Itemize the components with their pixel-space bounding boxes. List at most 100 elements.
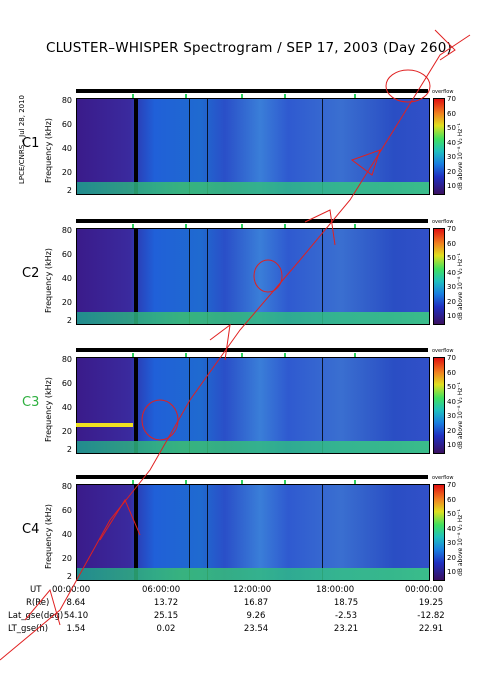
y-tick: 80	[61, 96, 72, 105]
satellite-label: C3	[22, 395, 40, 410]
colorbar-tick: 50	[447, 383, 456, 391]
colorbar-tick: 30	[447, 153, 456, 161]
x-tick: 00:00:00	[405, 585, 444, 595]
vertical-marker	[189, 229, 190, 324]
cell: 16.87	[243, 598, 269, 608]
colorbar-label: dB above 10⁻⁸ V₂ Hz⁻¹	[457, 382, 464, 449]
y-tick: 20	[61, 427, 72, 436]
y-tick: 80	[61, 482, 72, 491]
spectrogram-plot	[76, 357, 430, 454]
colorbar-tick: 60	[447, 495, 456, 504]
cell: 25.15	[153, 611, 179, 621]
colorbar-tick: 40	[447, 397, 456, 406]
colorbar-tick: 50	[447, 254, 456, 262]
colorbar-label: dB above 10⁻⁸ V₂ Hz⁻¹	[457, 253, 464, 320]
colorbar	[433, 228, 445, 325]
y-tick: 40	[61, 403, 72, 412]
cell: -2.53	[335, 611, 357, 621]
y-tick: 20	[61, 298, 72, 307]
ut-row: UT 00:00:00 06:00:00 12:00:00 18:00:00 0…	[0, 585, 479, 598]
time-bar	[76, 89, 428, 93]
cell: 23.54	[243, 624, 269, 634]
vertical-marker	[189, 485, 190, 580]
spectrogram-plot	[76, 228, 430, 325]
data-gap-line	[134, 358, 138, 453]
cell: 54.10	[63, 611, 89, 621]
time-bar	[76, 475, 428, 479]
cell: 8.64	[66, 598, 86, 608]
vertical-marker	[189, 358, 190, 453]
y-tick: 60	[61, 250, 72, 259]
data-gap-line	[134, 229, 138, 324]
data-gap-line	[134, 485, 138, 580]
colorbar-tick: 70	[447, 95, 456, 103]
y-tick: 60	[61, 379, 72, 388]
vertical-marker	[189, 99, 190, 194]
vertical-marker	[207, 358, 208, 453]
vertical-marker	[322, 99, 323, 194]
colorbar-tick: 60	[447, 368, 456, 377]
colorbar-tick: 60	[447, 239, 456, 248]
y-tick: 40	[61, 530, 72, 539]
vertical-marker	[207, 99, 208, 194]
y-tick: 20	[61, 168, 72, 177]
spectrogram-plot	[76, 98, 430, 195]
cell: 13.72	[153, 598, 179, 608]
colorbar-tick: 50	[447, 510, 456, 518]
cell: 19.25	[418, 598, 444, 608]
colorbar-tick: 10	[447, 182, 456, 190]
colorbar-tick: 50	[447, 124, 456, 132]
y-tick: 2	[66, 445, 72, 454]
vertical-marker	[207, 485, 208, 580]
x-tick: 06:00:00	[142, 585, 181, 595]
chart-title: CLUSTER–WHISPER Spectrogram / SEP 17, 20…	[46, 40, 452, 56]
satellite-label: C2	[22, 266, 40, 281]
colorbar-tick: 30	[447, 539, 456, 547]
colorbar-tick: 10	[447, 441, 456, 449]
colorbar	[433, 484, 445, 581]
y-tick: 20	[61, 554, 72, 563]
x-tick: 18:00:00	[316, 585, 355, 595]
colorbar-tick: 20	[447, 426, 456, 435]
cell: 1.54	[66, 624, 86, 634]
colorbar-tick: 70	[447, 481, 456, 489]
cell: 9.26	[246, 611, 266, 621]
y-tick: 2	[66, 186, 72, 195]
y-tick: 80	[61, 226, 72, 235]
colorbar-tick: 30	[447, 412, 456, 420]
colorbar-tick: 40	[447, 138, 456, 147]
highlight-bar	[76, 423, 133, 427]
colorbar-tick: 70	[447, 225, 456, 233]
vertical-marker	[207, 229, 208, 324]
colorbar-tick: 30	[447, 283, 456, 291]
y-tick: 60	[61, 506, 72, 515]
y-tick: 2	[66, 572, 72, 581]
y-tick: 2	[66, 316, 72, 325]
data-gap-line	[134, 99, 138, 194]
satellite-label: C4	[22, 522, 40, 537]
colorbar-label: dB above 10⁻⁸ V₂ Hz⁻¹	[457, 123, 464, 190]
cell: 22.91	[418, 624, 444, 634]
colorbar-tick: 20	[447, 297, 456, 306]
colorbar	[433, 98, 445, 195]
y-tick: 40	[61, 144, 72, 153]
credit-label: LPCE/CNRS – Jul 28, 2010	[18, 94, 26, 184]
colorbar-label: dB above 10⁻⁸ V₂ Hz⁻¹	[457, 509, 464, 576]
colorbar-tick: 60	[447, 109, 456, 118]
time-bar	[76, 348, 428, 352]
x-tick: 12:00:00	[233, 585, 272, 595]
cell: -12.82	[417, 611, 445, 621]
spectrogram-plot	[76, 484, 430, 581]
colorbar-tick: 20	[447, 553, 456, 562]
vertical-marker	[322, 358, 323, 453]
satellite-label: C1	[22, 136, 40, 151]
cell: 23.21	[333, 624, 359, 634]
colorbar-tick: 20	[447, 167, 456, 176]
cell: 18.75	[333, 598, 359, 608]
y-tick: 60	[61, 120, 72, 129]
orbit-row-r: R(Re) 8.64 13.72 16.87 18.75 19.25	[0, 598, 479, 611]
vertical-marker	[322, 485, 323, 580]
orbit-row-lt: LT_gse(h) 1.54 0.02 23.54 23.21 22.91	[0, 624, 479, 637]
cell: 0.02	[156, 624, 176, 634]
colorbar-tick: 40	[447, 268, 456, 277]
